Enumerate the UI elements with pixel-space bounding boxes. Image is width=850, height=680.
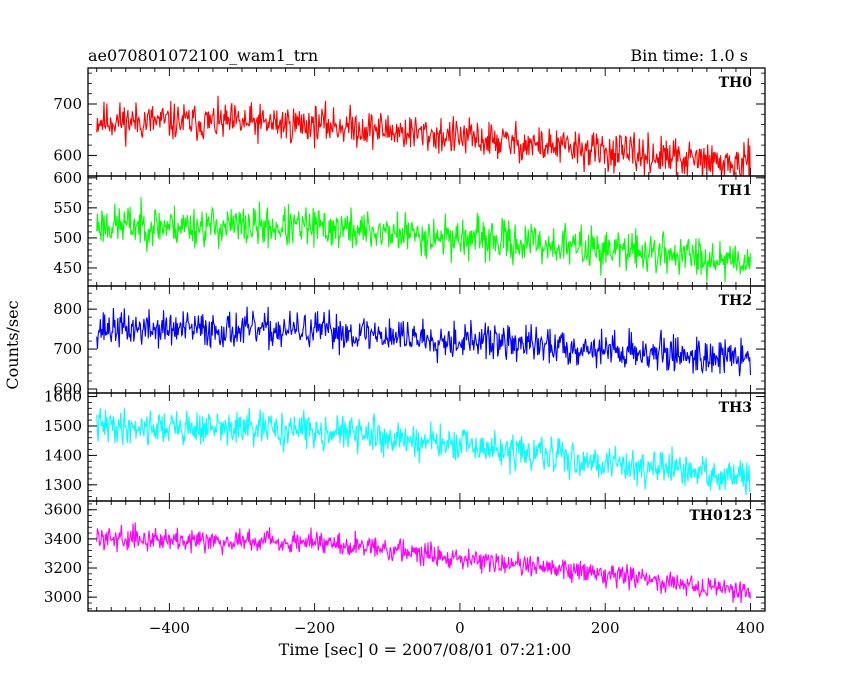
x-tick-label: 400: [736, 619, 765, 637]
y-tick-label: 3600: [44, 501, 82, 519]
y-tick-label: 550: [53, 199, 82, 217]
y-tick-label: 600: [53, 169, 82, 187]
y-tick-label: 450: [53, 259, 82, 277]
y-tick-label: 3200: [44, 559, 82, 577]
panel-th0123: TH0123 3000 3200 3400 3600: [44, 500, 766, 612]
y-tick-label: 800: [53, 300, 82, 318]
panel-th3: TH3 1300 1400 1500 1600: [44, 388, 766, 502]
series-th1: [96, 196, 752, 283]
y-tick-label: 3400: [44, 530, 82, 548]
x-tick-label: 0: [455, 619, 465, 637]
series-th0: [96, 95, 751, 176]
y-tick-label: 700: [53, 340, 82, 358]
x-tick-label: −200: [294, 619, 335, 637]
panel-th1: TH1 450 500 550 600: [53, 169, 766, 287]
y-axis-label: Counts/sec: [3, 300, 22, 389]
panel-label: TH0123: [689, 508, 752, 524]
panel-th0: TH0 600 700: [53, 67, 766, 177]
y-tick-label: 500: [53, 229, 82, 247]
y-tick-label: 1600: [44, 388, 82, 406]
panel-label: TH2: [719, 293, 752, 309]
y-tick-label: 600: [53, 380, 82, 398]
chart-title: ae070801072100_wam1_trn: [88, 46, 318, 65]
y-tick-label: 1500: [44, 417, 82, 435]
y-tick-label: 600: [53, 146, 82, 164]
y-tick-label: 700: [53, 95, 82, 113]
panel-label: TH3: [719, 400, 752, 416]
bin-time-label: Bin time: 1.0 s: [630, 46, 748, 65]
x-axis-label: Time [sec] 0 = 2007/08/01 07:21:00: [279, 640, 572, 659]
y-tick-label: 1300: [44, 476, 82, 494]
panel-label: TH0: [719, 75, 753, 91]
x-axis: −400 −200 0 200 400: [149, 619, 765, 637]
series-th0123: [96, 522, 752, 604]
series-th2: [96, 306, 752, 377]
y-tick-label: 3000: [44, 588, 82, 606]
panel-label: TH1: [719, 183, 752, 199]
x-tick-label: 200: [591, 619, 620, 637]
series-th3: [96, 407, 751, 495]
panel-th2: TH2 600 700 800: [53, 285, 766, 398]
x-tick-label: −400: [149, 619, 190, 637]
panels: TH0 600 700 TH1 450 500 550 600 TH2 600 700 800 TH3 1…: [44, 67, 766, 612]
y-tick-label: 1400: [44, 446, 82, 464]
